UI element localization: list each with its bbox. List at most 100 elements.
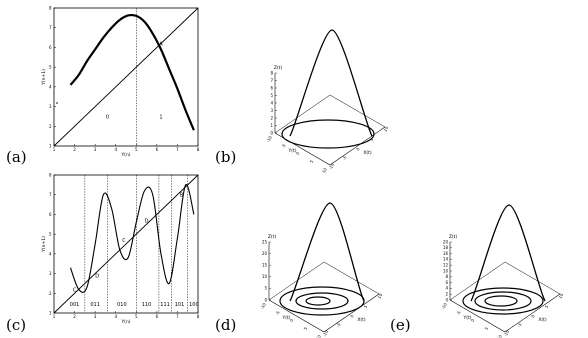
plot-frame — [53, 174, 199, 314]
y-tick-label: 2 — [49, 124, 52, 129]
stray-point — [56, 102, 58, 104]
y-axis-label: Y(t) — [281, 315, 290, 321]
x-tick-label: 10 — [377, 292, 384, 299]
x-tick-label: -5 — [335, 322, 342, 328]
trajectory-loop — [295, 292, 349, 310]
y-tick-label: 6 — [49, 212, 52, 217]
region-label: 100 — [189, 302, 199, 308]
z-tick-label: 12 — [443, 263, 449, 268]
x-tick-label: 5 — [135, 147, 138, 152]
y-tick-label: 4 — [49, 84, 52, 89]
region-label: 1 — [159, 114, 162, 120]
panel-label-c: (c) — [6, 316, 26, 334]
y-tick-label: 8 — [49, 6, 52, 11]
y-axis-label: Y(n+1) — [41, 236, 47, 253]
x-tick-label: 0 — [530, 313, 536, 318]
trajectory-loop — [474, 291, 532, 311]
z-tick-label: 5 — [264, 286, 267, 291]
y-tick-label: 6 — [49, 45, 52, 50]
y-tick-label: -5 — [280, 143, 287, 149]
panel-label-a: (a) — [6, 148, 27, 166]
z-tick-label: 6 — [445, 280, 448, 285]
y-tick-label: 0 — [470, 318, 476, 323]
y-axis-label: Y(n+1) — [41, 69, 47, 86]
point-label: D — [145, 218, 149, 224]
y-axis-label: Y(t) — [462, 315, 471, 321]
y-tick-label: 4 — [49, 251, 52, 256]
trajectory-loop — [279, 286, 365, 316]
z-tick-label: 4 — [270, 100, 273, 105]
point-label: C — [122, 238, 126, 244]
return-map-chart-a: 1 2 3 4 5 6 7 8 1 2 3 4 5 6 7 8 Y(n) Y(n+1) 0 1 A — [41, 6, 200, 159]
z-tick-label: 14 — [443, 257, 449, 262]
x-tick-label: -10 — [322, 329, 330, 338]
base-back-edges — [449, 261, 561, 301]
z-tick-label: 18 — [443, 245, 449, 250]
x-tick-label: 5 — [544, 304, 550, 309]
y-tick-label: 1 — [49, 144, 52, 149]
y-tick-label: 3 — [49, 104, 52, 109]
z-axis-label: Z(t) — [268, 234, 277, 240]
x-tick-label: 4 — [114, 314, 117, 319]
z-tick-label: 2 — [270, 115, 273, 120]
x-tick-label: -5 — [516, 322, 523, 328]
x-tick-label: 1 — [53, 314, 56, 319]
x-tick-label: -10 — [503, 329, 511, 338]
region-label: 110 — [142, 302, 152, 308]
trajectory-spike — [470, 204, 546, 302]
y-tick-label: 5 — [484, 326, 490, 331]
map-curve — [69, 13, 195, 131]
z-tick-label: 0 — [270, 130, 273, 135]
attractor-e: 02468101214161820Z(t)-10-50510Y(t)-10-50… — [440, 204, 565, 338]
x-tick-label: 10 — [558, 292, 565, 299]
region-label: 111 — [160, 302, 170, 308]
x-tick-label: 7 — [176, 147, 179, 152]
z-tick-label: 0 — [445, 297, 448, 302]
base-front-edges — [449, 293, 561, 333]
z-tick-label: 7 — [270, 78, 273, 83]
z-axis-label: Z(t) — [449, 234, 458, 240]
z-tick-label: 8 — [445, 274, 448, 279]
trajectory-loop — [281, 119, 375, 149]
z-tick-label: 4 — [445, 286, 448, 291]
z-tick-label: 8 — [270, 70, 273, 75]
region-label: 0 — [106, 114, 109, 120]
x-tick-label: -10 — [328, 162, 336, 171]
x-tick-label: 0 — [349, 313, 355, 318]
z-tick-label: 20 — [443, 239, 449, 244]
z-tick-label: 6 — [270, 85, 273, 90]
panel-label-d: (d) — [215, 316, 236, 334]
x-axis-label: Y(n) — [120, 152, 130, 158]
return-map-chart-c: 1 2 3 4 5 6 7 8 1 2 3 4 5 6 7 8 Y(n) Y(n+1) 001 011 010 110 11… — [41, 173, 200, 326]
y-tick-label: 7 — [49, 25, 52, 30]
z-tick-label: 20 — [262, 251, 268, 256]
x-tick-label: 1 — [53, 147, 56, 152]
y-tick-label: 7 — [49, 192, 52, 197]
x-tick-label: 2 — [73, 314, 76, 319]
y-tick-label: 2 — [49, 291, 52, 296]
x-axis-label: X(t) — [363, 150, 372, 156]
region-label: 101 — [175, 302, 185, 308]
y-tick-label: -10 — [440, 302, 448, 311]
y-tick-label: 3 — [49, 271, 52, 276]
point-label: B — [180, 193, 184, 199]
panel-label-b: (b) — [215, 148, 236, 166]
plot-frame — [53, 7, 199, 147]
region-label: 011 — [90, 302, 100, 308]
trajectory-loop — [305, 296, 331, 306]
y-tick-label: -5 — [274, 310, 281, 316]
attractor-b: 0 1 2 3 4 5 6 7 8Z(t) -10 -5 0 5 10 Y(t) -10 -5 0 5 10 X(t) — [265, 29, 390, 174]
y-tick-label: 8 — [49, 173, 52, 178]
y-tick-label: 5 — [303, 326, 309, 331]
region-label: 001 — [70, 302, 80, 308]
base-back-edges — [274, 94, 386, 134]
y-tick-label: 0 — [295, 151, 301, 156]
y-tick-label: -10 — [259, 302, 267, 311]
y-tick-label: 0 — [289, 318, 295, 323]
attractor-d: 0 5 10 15 20 25Z(t) -10 -5 0 5 10 Y(t) -10 -5 0 5 10 X(t) — [259, 202, 384, 338]
z-tick-label: 10 — [443, 268, 449, 273]
y-axis-label: Y(t) — [287, 148, 296, 154]
x-tick-label: 5 — [369, 137, 375, 142]
x-tick-label: 5 — [363, 304, 369, 309]
x-tick-label: 0 — [355, 146, 361, 151]
